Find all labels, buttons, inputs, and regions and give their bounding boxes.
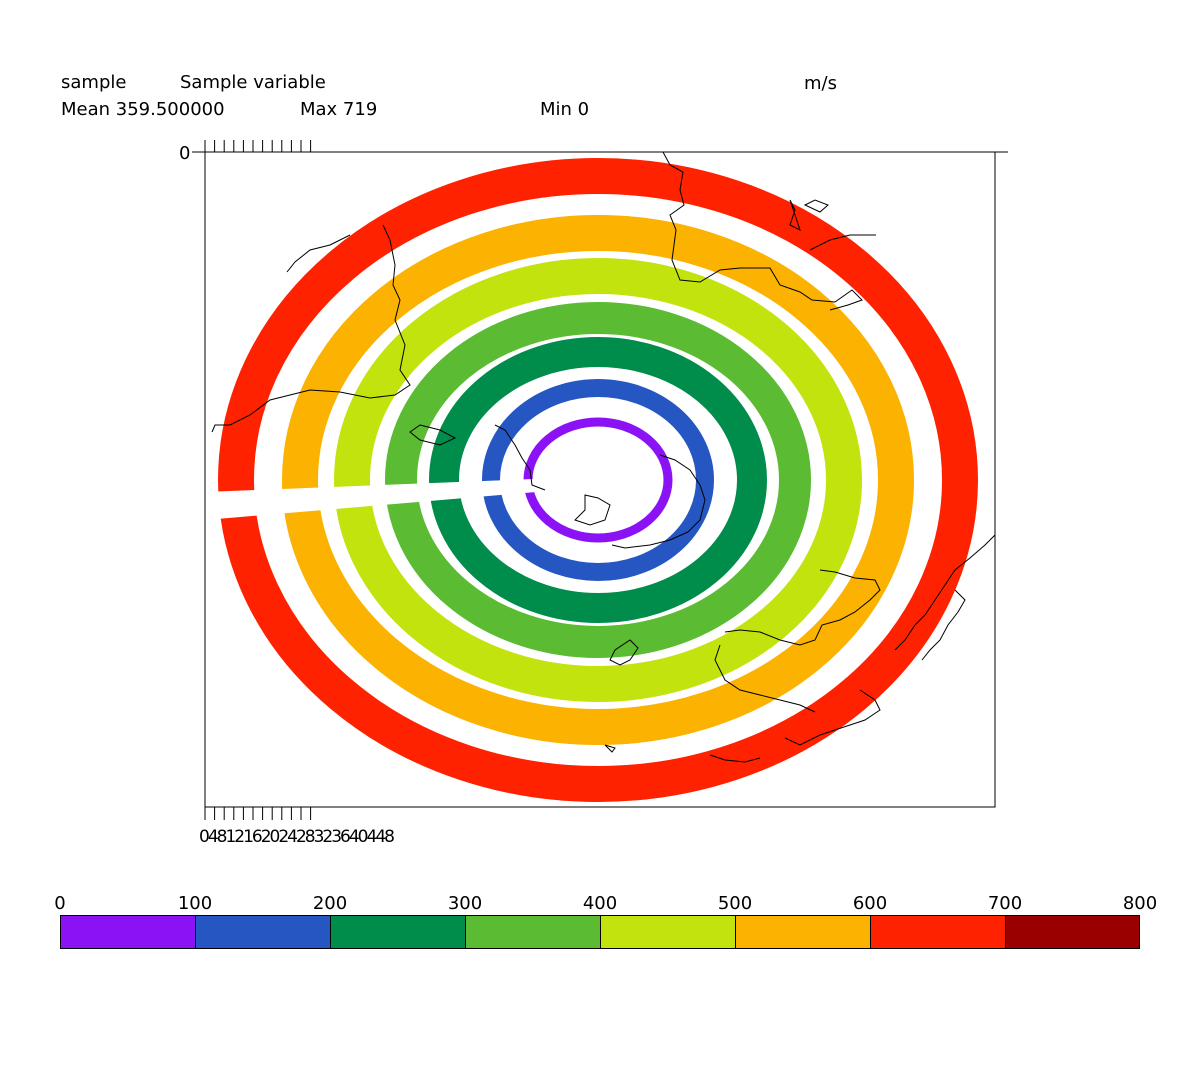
- colorbar-box-5: [735, 915, 871, 949]
- units-label: m/s: [804, 73, 837, 94]
- ring-400-500: [334, 258, 862, 702]
- coastline-path: [604, 744, 616, 753]
- coastline-path: [894, 534, 996, 651]
- coastline-path: [809, 234, 876, 251]
- ring-100-200: [482, 379, 714, 581]
- ring-300-400: [385, 302, 811, 658]
- coastline-path: [784, 689, 881, 746]
- colorbar-level-0: 0: [54, 893, 66, 914]
- y-tick-label: 0: [179, 143, 191, 164]
- coastline-path: [662, 151, 863, 311]
- coastline-path: [714, 644, 816, 713]
- colorbar-box-2: [330, 915, 466, 949]
- mean-label: Mean 359.500000: [61, 99, 225, 120]
- coastline-path: [611, 454, 706, 549]
- colorbar-box-7: [1005, 915, 1140, 949]
- ring-600-700: [218, 158, 978, 802]
- coastline-layer: [211, 151, 996, 763]
- coastline-path: [494, 424, 546, 491]
- colorbar-level-8: 800: [1122, 893, 1158, 914]
- colorbar-level-3: 300: [447, 893, 483, 914]
- coastline-path: [789, 199, 801, 231]
- ring-500-600: [282, 215, 914, 745]
- colorbar-level-7: 700: [987, 893, 1023, 914]
- colorbar-box-0: [60, 915, 196, 949]
- coastline-path: [609, 639, 639, 666]
- colorbar-level-4: 400: [582, 893, 618, 914]
- colorbar-box-3: [465, 915, 601, 949]
- colorbar-level-1: 100: [177, 893, 213, 914]
- colorbar-box-6: [870, 915, 1006, 949]
- colorbar-level-5: 500: [717, 893, 753, 914]
- plot-frame: [192, 140, 1008, 820]
- coastline-path: [921, 589, 966, 661]
- variable-long-name: Sample variable: [180, 72, 326, 93]
- max-label: Max 719: [300, 99, 378, 120]
- colorbar-box-1: [195, 915, 331, 949]
- coastline-path: [286, 234, 351, 273]
- coastline-path: [211, 224, 411, 433]
- variable-name: sample: [61, 72, 127, 93]
- colorbar-box-4: [600, 915, 736, 949]
- coastline-path: [724, 569, 881, 646]
- coastline-path: [803, 199, 829, 213]
- coastline-path: [409, 424, 457, 446]
- colorbar-level-2: 200: [312, 893, 348, 914]
- coastline-path: [574, 494, 611, 526]
- rings-layer: [205, 158, 978, 802]
- ring-200-300: [429, 337, 767, 623]
- colorbar-level-6: 600: [852, 893, 888, 914]
- ring-seam-gap: [205, 478, 560, 520]
- x-tick-labels: 0481216202428323640448: [199, 827, 395, 847]
- coastline-path: [709, 754, 761, 763]
- min-label: Min 0: [540, 99, 590, 120]
